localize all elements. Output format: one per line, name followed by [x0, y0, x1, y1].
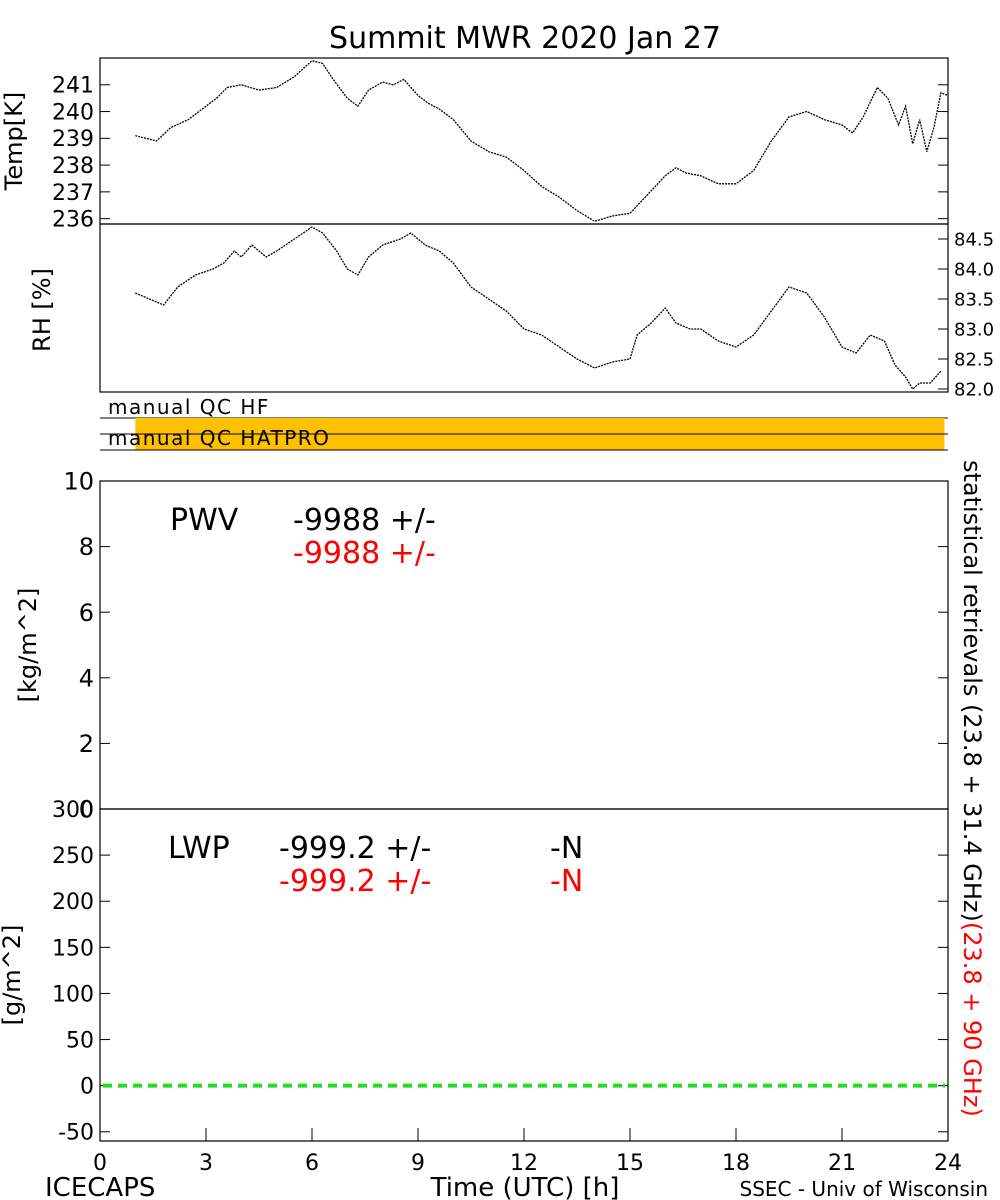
y-tick-label: 6 — [79, 599, 94, 627]
x-tick-label: 0 — [93, 1151, 107, 1176]
y-tick-label: 100 — [52, 982, 94, 1007]
y-tick-label: 0 — [79, 796, 94, 824]
rh-panel: RH [%] 82.0 82.5 83.0 83.5 84.0 84.5 — [28, 223, 994, 400]
right-label-black: statistical retrievals (23.8 + 31.4 GHz) — [958, 460, 986, 922]
y-tick-label: 0 — [80, 1075, 94, 1100]
x-tick-label: 15 — [616, 1151, 644, 1176]
lwp-n-red: -N — [550, 864, 583, 899]
lwp-y-ticks: -50 0 50 100 150 200 250 300 — [52, 798, 948, 1146]
right-label-red: (23.8 + 90 GHz) — [958, 922, 986, 1117]
lwp-value-red: -999.2 +/- — [279, 864, 431, 899]
figure-title: Summit MWR 2020 Jan 27 — [329, 21, 721, 56]
pwv-value-red: -9988 +/- — [293, 536, 436, 571]
rh-series-line — [135, 226, 942, 390]
footer-ssec: SSEC - Univ of Wisconsin — [740, 1177, 989, 1200]
y-tick-label: 83.5 — [954, 289, 994, 310]
footer-icecaps: ICECAPS — [45, 1173, 155, 1200]
y-tick-label: -50 — [58, 1121, 94, 1146]
right-vertical-label: statistical retrievals (23.8 + 31.4 GHz)… — [958, 460, 986, 1117]
x-tick-label: 3 — [199, 1151, 213, 1176]
y-tick-label: 241 — [52, 74, 94, 99]
lwp-label: LWP — [168, 831, 230, 866]
y-tick-label: 2 — [79, 730, 94, 758]
y-tick-label: 200 — [52, 890, 94, 915]
rh-y-ticks: 82.0 82.5 83.0 83.5 84.0 84.5 — [938, 229, 994, 400]
lwp-value-black: -999.2 +/- — [279, 831, 431, 866]
rh-axis-label: RH [%] — [28, 268, 56, 352]
y-tick-label: 50 — [66, 1028, 94, 1053]
y-tick-label: 238 — [52, 154, 94, 179]
x-tick-label: 6 — [305, 1151, 319, 1176]
pwv-panel: [kg/m^2] 0 2 4 6 8 10 PWV -9988 +/- -9988 +/- — [14, 468, 949, 824]
qc-hf-label: manual QC HF — [108, 395, 270, 419]
pwv-value-black: -9988 +/- — [293, 503, 436, 538]
x-tick-label: 12 — [510, 1151, 538, 1176]
y-tick-label: 84.0 — [954, 259, 994, 280]
temperature-frame — [99, 57, 949, 225]
rh-frame — [99, 223, 949, 393]
y-tick-label: 240 — [52, 100, 94, 125]
y-tick-label: 236 — [52, 208, 94, 233]
footer-x-axis-label: Time (UTC) [h] — [430, 1173, 620, 1200]
y-tick-label: 82.0 — [954, 379, 994, 400]
x-tick-label: 24 — [934, 1151, 962, 1176]
y-tick-label: 10 — [63, 468, 94, 496]
y-tick-label: 82.5 — [954, 349, 994, 370]
temperature-series-line — [135, 59, 949, 223]
pwv-y-ticks: 0 2 4 6 8 10 — [63, 468, 948, 824]
x-tick-label: 9 — [411, 1151, 425, 1176]
x-tick-label: 21 — [828, 1151, 856, 1176]
y-tick-label: 250 — [52, 844, 94, 869]
pwv-label: PWV — [170, 503, 239, 538]
y-tick-label: 237 — [52, 181, 94, 206]
time-x-ticks: 0 3 6 9 12 15 18 21 24 — [93, 1128, 962, 1176]
pwv-axis-label: [kg/m^2] — [14, 588, 42, 703]
y-tick-label: 300 — [52, 798, 94, 823]
qc-flags-panel: manual QC HF manual QC HATPRO — [100, 395, 948, 451]
y-tick-label: 8 — [79, 533, 94, 561]
y-tick-label: 239 — [52, 127, 94, 152]
lwp-axis-label: [g/m^2] — [0, 925, 26, 1026]
y-tick-label: 83.0 — [954, 319, 994, 340]
x-tick-label: 18 — [722, 1151, 750, 1176]
y-tick-label: 150 — [52, 936, 94, 961]
y-tick-label: 84.5 — [954, 229, 994, 250]
temperature-axis-label: Temp[K] — [0, 92, 28, 191]
y-tick-label: 4 — [79, 664, 94, 692]
lwp-n-black: -N — [550, 831, 583, 866]
qc-hatpro-label: manual QC HATPRO — [108, 426, 330, 450]
